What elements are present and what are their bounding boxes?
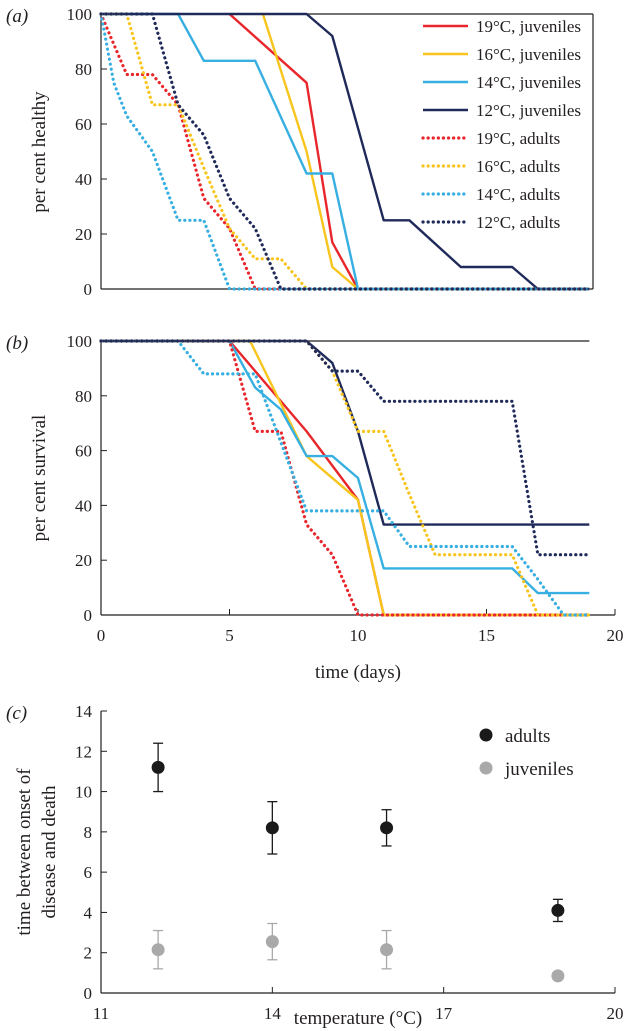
data-point-juveniles [551, 969, 565, 983]
y-tick-label: 10 [75, 783, 92, 802]
panel-b: 0 20 40 60 80 100 0 5 10 15 20 (b) per cent survival… [6, 332, 624, 683]
legend-label-2: 14°C, juveniles [476, 73, 581, 92]
series-line-5 [99, 12, 591, 291]
data-point-adults [151, 760, 165, 774]
y-tick-label: 14 [75, 702, 93, 721]
data-point-adults [551, 903, 565, 917]
x-tick-label: 0 [97, 626, 106, 645]
data-point-juveniles [380, 943, 394, 957]
panel-label: (a) [6, 6, 28, 27]
legend-label-0: adults [505, 726, 550, 747]
y-tick-label: 100 [67, 5, 93, 24]
y-axis-label-line-2: disease and death [39, 785, 60, 918]
panel-label: (b) [6, 333, 28, 354]
y-tick-label: 0 [84, 984, 93, 1003]
legend-label-7: 12°C, adults [476, 213, 560, 232]
y-axis-label-line-1: time between onset of [14, 768, 35, 936]
legend-label-0: 19°C, juveniles [476, 17, 581, 36]
data-point-adults [380, 821, 394, 835]
y-axis-label: per cent survival [29, 415, 50, 542]
y-tick-label: 0 [84, 606, 93, 625]
legend-label-1: juveniles [504, 759, 574, 780]
y-tick-label: 40 [75, 170, 92, 189]
series-line-2 [101, 12, 590, 291]
series-line-3 [101, 12, 590, 291]
legend-marker-1 [479, 761, 493, 775]
panel-a: 0 20 40 60 80 100 (a) per cent healthy 19°C, juv… [6, 5, 594, 299]
series-line-6 [99, 339, 591, 617]
series-line-0 [101, 339, 590, 617]
x-tick-label: 14 [264, 1004, 282, 1023]
y-tick-label: 4 [84, 903, 93, 922]
panel-label: (c) [6, 703, 27, 724]
data-point-juveniles [265, 935, 279, 949]
y-tick-label: 2 [84, 944, 93, 963]
y-tick-label: 0 [84, 280, 93, 299]
series-line-5 [99, 339, 591, 617]
series-line-4 [99, 12, 591, 291]
series-line-7 [99, 12, 591, 291]
x-axis-label: time (days) [315, 662, 401, 683]
series-line-2 [101, 339, 590, 595]
legend-label-1: 16°C, juveniles [476, 45, 581, 64]
x-tick-label: 15 [478, 626, 495, 645]
y-axis-label: per cent healthy [29, 91, 50, 213]
legend-marker-0 [479, 728, 493, 742]
series-line-1 [101, 339, 590, 617]
data-point-juveniles [151, 943, 165, 957]
y-tick-label: 20 [75, 225, 92, 244]
y-tick-label: 40 [75, 496, 92, 515]
y-tick-label: 80 [75, 60, 92, 79]
legend-label-3: 12°C, juveniles [476, 101, 581, 120]
y-tick-label: 12 [75, 742, 92, 761]
x-axis-label: temperature (°C) [294, 1008, 422, 1029]
x-tick-label: 20 [607, 1004, 624, 1023]
x-tick-label: 11 [93, 1004, 109, 1023]
legend-label-6: 14°C, adults [476, 185, 560, 204]
legend-label-4: 19°C, adults [476, 129, 560, 148]
panel-c: 0 2 4 6 8 10 12 14 11 14 17 20 adults juveniles (c) tim… [6, 702, 624, 1029]
y-tick-label: 20 [75, 551, 92, 570]
series-line-3 [101, 339, 590, 526]
y-tick-label: 100 [67, 332, 93, 351]
legend-label-5: 16°C, adults [476, 157, 560, 176]
y-tick-label: 80 [75, 387, 92, 406]
legend: 19°C, juveniles 16°C, juveniles 14°C, juve… [421, 17, 581, 232]
x-tick-label: 20 [607, 626, 624, 645]
y-tick-label: 6 [84, 863, 93, 882]
data-point-adults [265, 821, 279, 835]
x-tick-label: 10 [350, 626, 367, 645]
series-line-7 [99, 339, 591, 557]
y-tick-label: 60 [75, 442, 92, 461]
y-tick-label: 60 [75, 115, 92, 134]
series-line-6 [99, 12, 591, 291]
series-line-4 [99, 339, 591, 617]
y-tick-label: 8 [84, 823, 93, 842]
x-tick-label: 17 [435, 1004, 453, 1023]
x-tick-label: 5 [225, 626, 234, 645]
